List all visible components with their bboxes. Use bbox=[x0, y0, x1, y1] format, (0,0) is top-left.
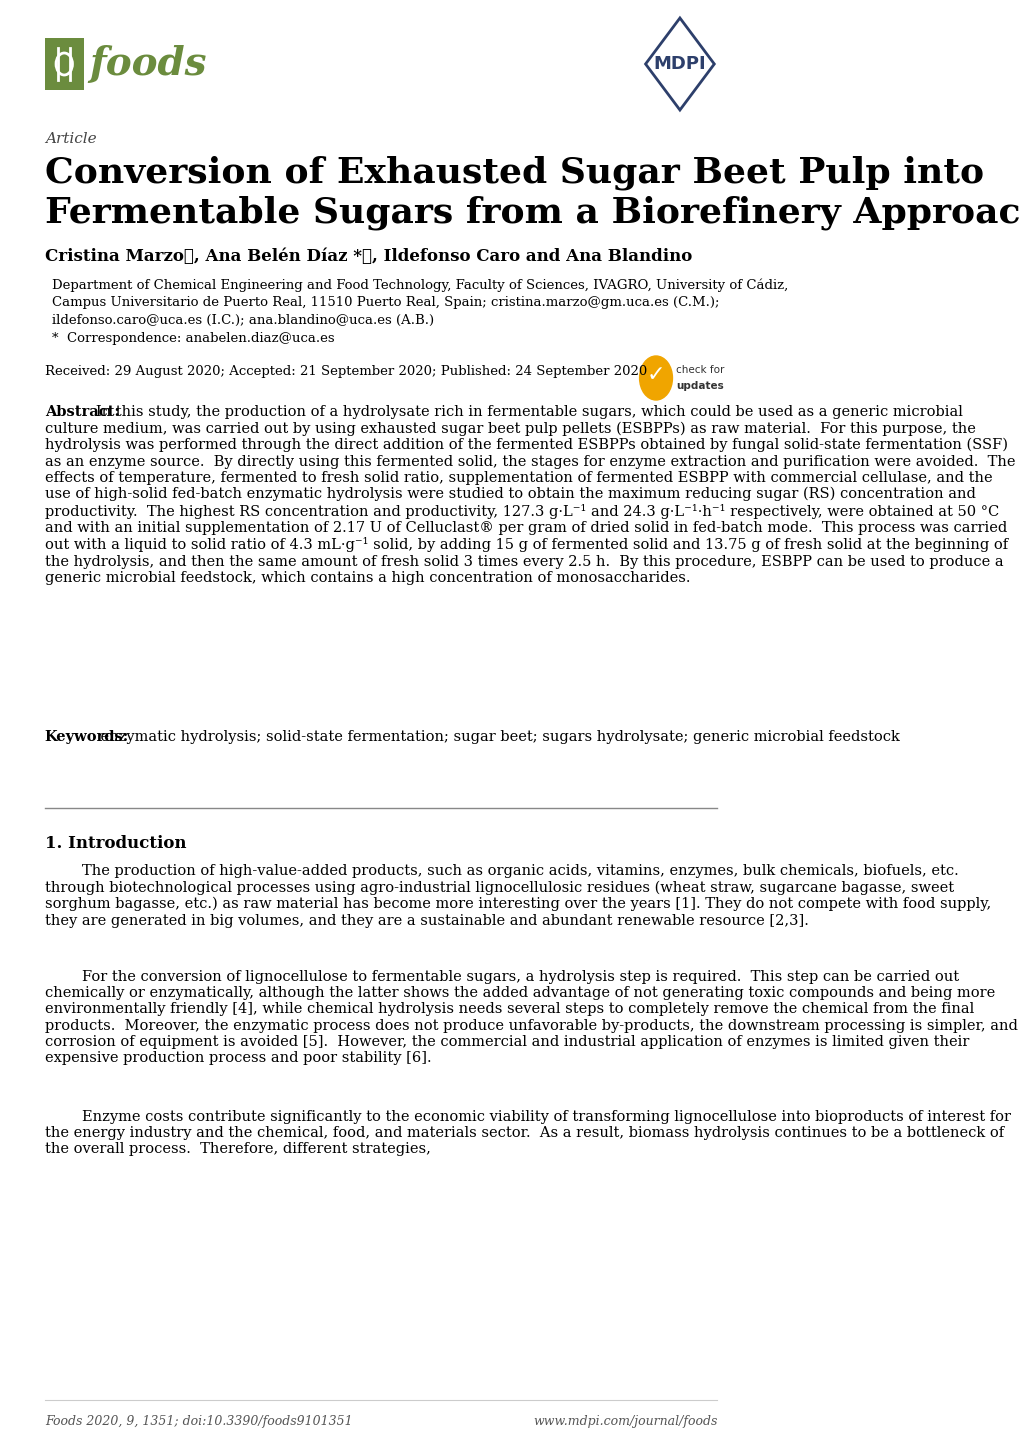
Text: foods: foods bbox=[90, 45, 207, 84]
Text: Conversion of Exhausted Sugar Beet Pulp into: Conversion of Exhausted Sugar Beet Pulp … bbox=[45, 154, 983, 189]
Text: Campus Universitario de Puerto Real, 11510 Puerto Real, Spain; cristina.marzo@gm: Campus Universitario de Puerto Real, 115… bbox=[52, 296, 719, 309]
Text: In this study, the production of a hydrolysate rich in fermentable sugars, which: In this study, the production of a hydro… bbox=[45, 405, 1014, 585]
Text: Foods 2020, 9, 1351; doi:10.3390/foods9101351: Foods 2020, 9, 1351; doi:10.3390/foods91… bbox=[45, 1415, 353, 1428]
Text: ildefonso.caro@uca.es (I.C.); ana.blandino@uca.es (A.B.): ildefonso.caro@uca.es (I.C.); ana.blandi… bbox=[52, 314, 434, 327]
Text: Fermentable Sugars from a Biorefinery Approach: Fermentable Sugars from a Biorefinery Ap… bbox=[45, 196, 1019, 231]
Text: 1. Introduction: 1. Introduction bbox=[45, 835, 186, 852]
Text: ✓: ✓ bbox=[646, 365, 664, 385]
Text: Cristina Marzoⓘ, Ana Belén Díaz *ⓘ, Ildefonso Caro and Ana Blandino: Cristina Marzoⓘ, Ana Belén Díaz *ⓘ, Ilde… bbox=[45, 248, 692, 265]
Text: Abstract:: Abstract: bbox=[45, 405, 119, 420]
Text: The production of high-value-added products, such as organic acids, vitamins, en: The production of high-value-added produ… bbox=[45, 864, 990, 927]
Text: Enzyme costs contribute significantly to the economic viability of transforming : Enzyme costs contribute significantly to… bbox=[45, 1110, 1010, 1156]
Text: Received: 29 August 2020; Accepted: 21 September 2020; Published: 24 September 2: Received: 29 August 2020; Accepted: 21 S… bbox=[45, 365, 646, 378]
Circle shape bbox=[639, 356, 672, 399]
Text: Keywords:: Keywords: bbox=[45, 730, 129, 744]
Text: www.mdpi.com/journal/foods: www.mdpi.com/journal/foods bbox=[532, 1415, 716, 1428]
Text: check for: check for bbox=[676, 365, 723, 375]
FancyBboxPatch shape bbox=[45, 37, 84, 89]
Text: updates: updates bbox=[676, 381, 723, 391]
Text: For the conversion of lignocellulose to fermentable sugars, a hydrolysis step is: For the conversion of lignocellulose to … bbox=[45, 970, 1017, 1066]
Text: Department of Chemical Engineering and Food Technology, Faculty of Sciences, IVA: Department of Chemical Engineering and F… bbox=[52, 278, 788, 291]
Text: *  Correspondence: anabelen.diaz@uca.es: * Correspondence: anabelen.diaz@uca.es bbox=[52, 332, 334, 345]
Text: Article: Article bbox=[45, 133, 97, 146]
Text: enzymatic hydrolysis; solid-state fermentation; sugar beet; sugars hydrolysate; : enzymatic hydrolysis; solid-state fermen… bbox=[45, 730, 899, 744]
Text: MDPI: MDPI bbox=[653, 55, 705, 74]
